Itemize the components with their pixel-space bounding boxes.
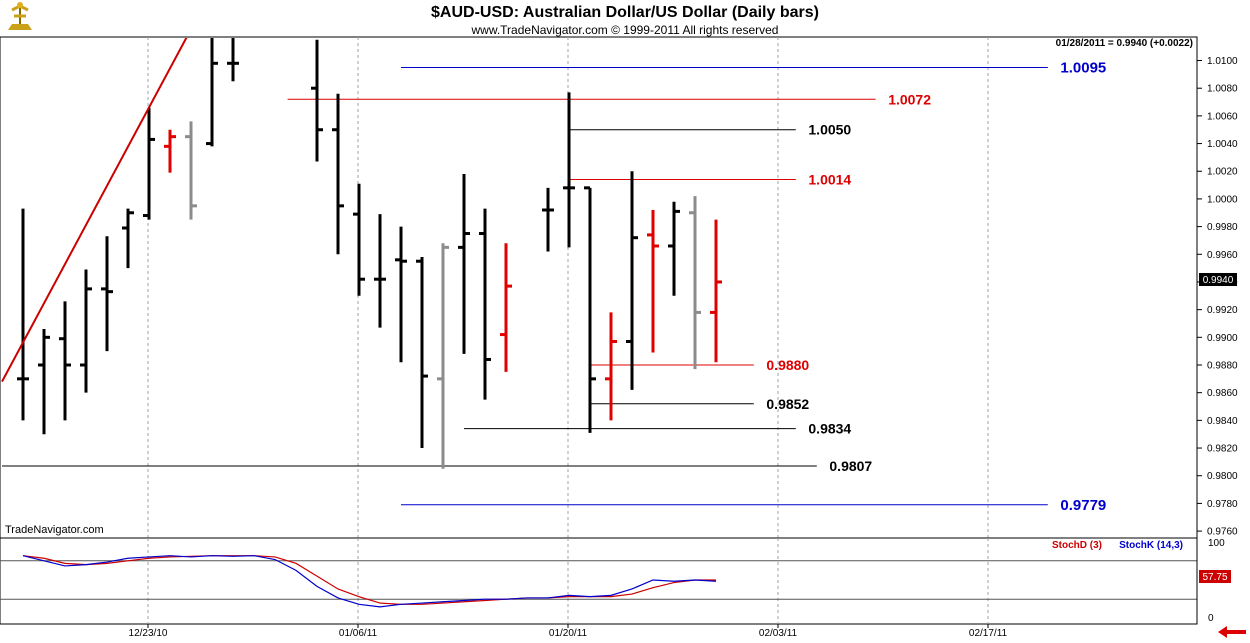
last-price-box bbox=[1199, 273, 1237, 286]
price-tick-label: 1.0040 bbox=[1207, 139, 1238, 150]
trendline bbox=[1, 38, 188, 383]
stochastic-lines bbox=[0, 555, 1197, 608]
stoch-last-label: 57.75 bbox=[1202, 572, 1227, 583]
date-tick-label: 02/03/11 bbox=[759, 628, 798, 639]
price-tick-label: 1.0060 bbox=[1207, 111, 1238, 122]
level-label: 1.0014 bbox=[808, 172, 851, 188]
price-tick-label: 0.9760 bbox=[1207, 527, 1238, 538]
date-axis: 12/23/10 01/06/11 01/20/11 02/03/11 02/17/11 bbox=[129, 624, 1008, 639]
price-tick-label: 1.0000 bbox=[1207, 194, 1238, 205]
app-logo bbox=[8, 2, 32, 30]
last-info: 01/28/2011 = 0.9940 (+0.0022) bbox=[1056, 38, 1193, 49]
scroll-left-arrow[interactable] bbox=[1214, 625, 1248, 639]
date-tick-label: 12/23/10 bbox=[129, 628, 168, 639]
stoch-last-box bbox=[1199, 570, 1231, 583]
stoch-k-label: StochK (14,3) bbox=[1119, 540, 1183, 551]
price-tick-label: 0.9920 bbox=[1207, 305, 1238, 316]
price-tick-label: 0.9860 bbox=[1207, 388, 1238, 399]
chart-title: $AUD-USD: Australian Dollar/US Dollar (D… bbox=[431, 4, 819, 21]
level-label: 0.9779 bbox=[1060, 497, 1106, 514]
price-tick-label: 0.9880 bbox=[1207, 361, 1238, 372]
last-price-label: 0.9940 bbox=[1203, 275, 1234, 286]
stoch-k-line bbox=[22, 555, 717, 608]
stoch-d-label: StochD (3) bbox=[1052, 540, 1102, 551]
stoch-tick-label: 0 bbox=[1208, 613, 1214, 624]
ohlc-bars bbox=[17, 38, 722, 469]
level-label: 0.9834 bbox=[808, 421, 851, 437]
level-label: 1.0050 bbox=[808, 122, 851, 138]
chart-subtitle: www.TradeNavigator.com © 1999-2011 All r… bbox=[471, 23, 779, 37]
price-tick-label: 0.9780 bbox=[1207, 499, 1238, 510]
watermark: TradeNavigator.com bbox=[5, 524, 104, 536]
date-tick-label: 01/20/11 bbox=[549, 628, 588, 639]
price-tick-label: 1.0020 bbox=[1207, 167, 1238, 178]
price-tick-label: 0.9840 bbox=[1207, 416, 1238, 427]
level-label: 1.0072 bbox=[888, 91, 931, 107]
level-label: 0.9807 bbox=[829, 458, 872, 474]
stoch-d-line bbox=[22, 555, 716, 605]
trendline-group bbox=[1, 38, 188, 383]
price-tick-label: 0.9980 bbox=[1207, 222, 1238, 233]
level-label: 0.9880 bbox=[766, 357, 809, 373]
level-label: 1.0095 bbox=[1060, 59, 1106, 76]
price-tick-label: 0.9960 bbox=[1207, 250, 1238, 261]
price-tick-label: 0.9900 bbox=[1207, 333, 1238, 344]
price-tick-label: 1.0100 bbox=[1207, 56, 1238, 67]
stoch-vertical-grid bbox=[147, 538, 989, 624]
stoch-axis: 100 0 bbox=[1196, 538, 1225, 624]
price-tick-label: 0.9800 bbox=[1207, 471, 1238, 482]
date-tick-label: 01/06/11 bbox=[339, 628, 378, 639]
stoch-tick-label: 100 bbox=[1208, 538, 1225, 549]
price-tick-label: 1.0080 bbox=[1207, 84, 1238, 95]
level-label: 0.9852 bbox=[766, 396, 809, 412]
date-tick-label: 02/17/11 bbox=[969, 628, 1008, 639]
support-resistance-levels: 1.0095 1.0072 1.0050 1.0014 0.9880 0.9852 0.98… bbox=[2, 59, 1106, 514]
price-tick-label: 0.9820 bbox=[1207, 444, 1238, 455]
